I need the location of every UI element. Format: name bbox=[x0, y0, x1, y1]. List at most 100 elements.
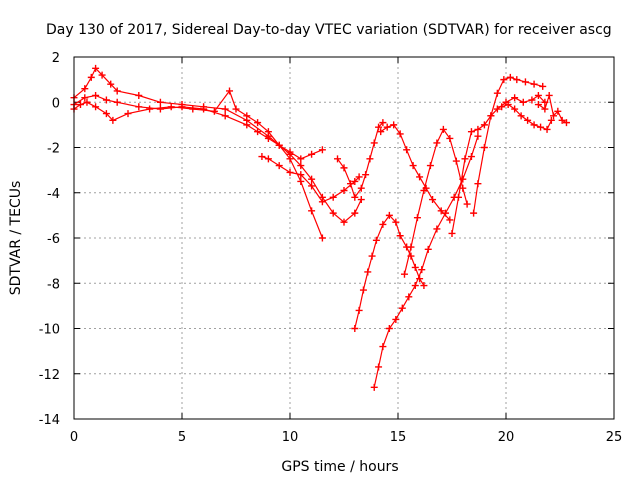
data-point bbox=[493, 89, 501, 97]
data-point bbox=[318, 234, 326, 242]
data-point bbox=[480, 121, 488, 129]
data-point bbox=[500, 76, 508, 84]
data-point bbox=[411, 282, 419, 290]
data-point bbox=[135, 103, 143, 111]
data-point bbox=[543, 125, 551, 133]
data-point bbox=[433, 225, 441, 233]
data-point bbox=[467, 128, 475, 136]
chart-title: Day 130 of 2017, Sidereal Day-to-day VTE… bbox=[46, 22, 612, 38]
data-point bbox=[370, 383, 378, 391]
data-point bbox=[81, 94, 89, 102]
series-line bbox=[73, 94, 323, 160]
data-point bbox=[351, 209, 359, 217]
data-point bbox=[493, 105, 501, 113]
data-point bbox=[362, 171, 370, 179]
data-point bbox=[329, 193, 337, 201]
data-point bbox=[448, 229, 456, 237]
data-point bbox=[210, 107, 218, 115]
data-point bbox=[390, 121, 398, 129]
data-point bbox=[355, 173, 363, 181]
data-point bbox=[87, 73, 95, 81]
data-point bbox=[558, 116, 566, 124]
data-point bbox=[334, 155, 342, 163]
data-point bbox=[156, 105, 164, 113]
y-tick-label: -14 bbox=[39, 413, 60, 428]
data-point bbox=[562, 119, 570, 127]
data-point bbox=[286, 168, 294, 176]
data-point bbox=[370, 139, 378, 147]
series-arc-4 bbox=[258, 153, 363, 206]
data-point bbox=[98, 71, 106, 79]
data-point bbox=[511, 105, 519, 113]
data-point bbox=[519, 98, 527, 106]
data-point bbox=[232, 105, 240, 113]
data-point bbox=[351, 193, 359, 201]
data-point bbox=[254, 128, 262, 136]
data-point bbox=[366, 155, 374, 163]
x-tick-label: 25 bbox=[606, 430, 623, 445]
data-point bbox=[113, 87, 121, 95]
data-point bbox=[513, 76, 521, 84]
data-point bbox=[254, 119, 262, 127]
data-point bbox=[537, 123, 545, 131]
data-point bbox=[200, 103, 208, 111]
y-tick-label: -4 bbox=[47, 187, 60, 202]
data-point bbox=[383, 123, 391, 131]
data-point bbox=[405, 293, 413, 301]
series-arc-11 bbox=[470, 73, 547, 217]
data-point bbox=[92, 64, 100, 72]
data-point bbox=[329, 209, 337, 217]
y-tick-label: 0 bbox=[52, 96, 60, 111]
data-point bbox=[297, 177, 305, 185]
data-point bbox=[511, 94, 519, 102]
data-point bbox=[420, 186, 428, 194]
series-arc-10 bbox=[448, 91, 549, 237]
data-point bbox=[375, 363, 383, 371]
data-point bbox=[385, 325, 393, 332]
y-tick-label: -8 bbox=[47, 277, 60, 292]
data-point bbox=[528, 96, 536, 104]
data-point bbox=[146, 105, 154, 113]
data-point bbox=[385, 211, 393, 219]
data-point bbox=[81, 85, 89, 93]
data-point bbox=[178, 101, 186, 109]
data-point bbox=[275, 162, 283, 170]
y-tick-labels: -14 -12 -10 -8 -6 -4 -2 0 2 bbox=[39, 51, 60, 428]
x-tick-label: 10 bbox=[282, 430, 299, 445]
data-point bbox=[396, 232, 404, 240]
data-point bbox=[372, 236, 380, 244]
data-point bbox=[83, 98, 91, 106]
data-point bbox=[396, 130, 404, 138]
data-point bbox=[359, 286, 367, 294]
data-point bbox=[480, 144, 488, 151]
data-point bbox=[530, 80, 538, 88]
data-point bbox=[102, 110, 110, 118]
data-point bbox=[461, 155, 469, 163]
data-point bbox=[504, 101, 512, 109]
data-point bbox=[226, 87, 234, 95]
data-point bbox=[346, 180, 354, 188]
series-line bbox=[373, 136, 479, 388]
data-point bbox=[351, 177, 359, 185]
data-point bbox=[102, 96, 110, 104]
data-point bbox=[524, 116, 532, 124]
data-point bbox=[340, 218, 348, 226]
data-point bbox=[539, 82, 547, 90]
data-point bbox=[463, 200, 471, 208]
y-tick-label: 2 bbox=[52, 51, 60, 66]
x-tick-labels: 0 5 10 15 20 25 bbox=[70, 430, 622, 445]
data-point bbox=[357, 184, 365, 192]
data-point bbox=[506, 73, 514, 81]
x-tick-label: 15 bbox=[390, 430, 407, 445]
data-point bbox=[364, 268, 372, 276]
y-tick-label: -6 bbox=[47, 232, 60, 247]
series-arc-3 bbox=[70, 87, 326, 242]
data-point bbox=[318, 198, 326, 206]
data-point bbox=[411, 263, 419, 271]
series-line bbox=[337, 122, 384, 199]
data-point bbox=[368, 252, 376, 260]
data-point bbox=[355, 306, 363, 314]
data-layer bbox=[70, 64, 570, 391]
data-point bbox=[379, 343, 387, 351]
